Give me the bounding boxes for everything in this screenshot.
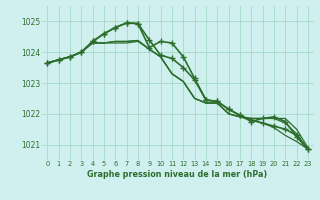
X-axis label: Graphe pression niveau de la mer (hPa): Graphe pression niveau de la mer (hPa) [87, 170, 268, 179]
